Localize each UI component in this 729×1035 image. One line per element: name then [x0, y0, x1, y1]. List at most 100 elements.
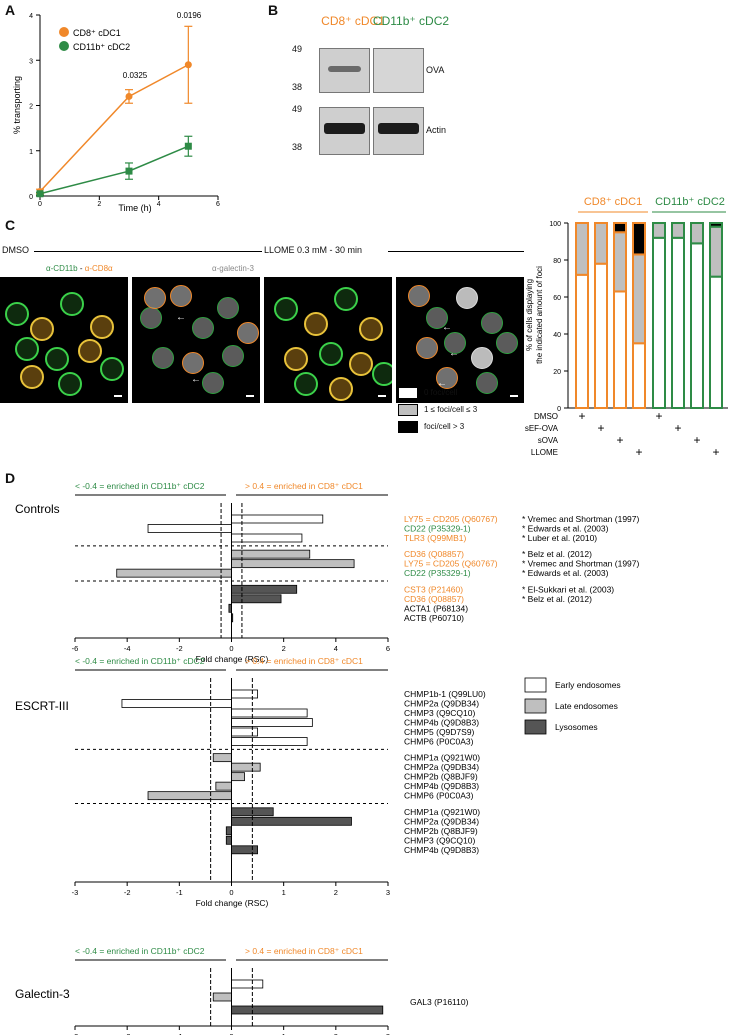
fold-change-bar [116, 568, 232, 578]
mw-49-top: 49 [292, 44, 303, 54]
reference-label: * Edwards et al. (2003) [522, 568, 609, 578]
arrow-icon: ← [449, 348, 459, 359]
condition-plus: + [597, 421, 604, 435]
x-tick-label: 1 [282, 1032, 286, 1035]
stacked-bar-segment [613, 222, 627, 234]
fold-change-bar [231, 549, 311, 559]
legend-swatch-early [524, 677, 547, 693]
chmp-label: CHMP6 (P0C0A3) [404, 737, 474, 747]
microscopy-image-4 [396, 277, 524, 403]
condition-label-3: LLOME [531, 448, 558, 457]
legend-zero-foci: 0 foci/cell [424, 388, 458, 397]
arrow-icon: ← [191, 374, 201, 385]
fold-change-bar [231, 762, 261, 772]
reference-label: * Vremec and Shortman (1997) [522, 514, 639, 524]
gal3-label: GAL3 (P16110) [410, 997, 469, 1007]
protein-label: CD36 (Q08857) [404, 594, 464, 604]
panel-label-d: D [5, 470, 16, 486]
panel-label-a: A [5, 2, 16, 18]
cell [78, 339, 102, 363]
fold-change-bar [231, 559, 355, 569]
fold-change-bar [231, 979, 264, 989]
a-ytick-label: 3 [29, 58, 33, 65]
fold-change-bar [231, 772, 245, 782]
x-tick-label: 6 [386, 644, 390, 653]
a-ytick-label: 0 [29, 194, 33, 201]
cell [170, 285, 192, 307]
chmp-label: CHMP1a (Q921W0) [404, 807, 480, 817]
cell [202, 372, 224, 394]
stacked-bar-segment [632, 253, 646, 345]
x-tick-label: -1 [176, 1032, 183, 1035]
actin-band-2 [378, 123, 419, 134]
legend-mid-foci: 1 ≤ foci/cell ≤ 3 [424, 405, 478, 414]
x-tick-label: 2 [282, 644, 286, 653]
cell [100, 357, 124, 381]
condition-plus: + [674, 421, 681, 435]
blot-col-cdc1: CD8⁺ cDC1 [321, 14, 385, 28]
chmp-label: CHMP2b (Q8BJF9) [404, 826, 478, 836]
legend-high-foci: foci/cell > 3 [424, 422, 465, 431]
cell [140, 307, 162, 329]
chmp-label: CHMP6 (P0C0A3) [404, 791, 474, 801]
chmp-label: CHMP2a (Q9DB34) [404, 762, 479, 772]
bar-ylabel-line2: the indicated amount of foci [535, 266, 544, 364]
chmp-label: CHMP2a (Q9DB34) [404, 816, 479, 826]
condition-plus: + [578, 409, 585, 423]
x-tick-label: 0 [229, 1032, 233, 1035]
protein-label: LY75 = CD205 (Q60767) [404, 514, 498, 524]
condition-label-1: sEF-OVA [525, 424, 559, 433]
stacked-bar-segment [632, 222, 646, 256]
c-ytick-label: 40 [553, 332, 561, 339]
cell [15, 337, 39, 361]
x-tick-label: 3 [386, 1032, 390, 1035]
cell [152, 347, 174, 369]
reference-label: * Vremec and Shortman (1997) [522, 559, 639, 569]
x-tick-label: 1 [282, 888, 286, 897]
protein-label: ACTA1 (P68134) [404, 603, 468, 613]
cell [444, 332, 466, 354]
x-tick-label: 0 [229, 888, 233, 897]
stacked-bar-segment [690, 242, 704, 409]
x-axis-label: Fold change (RSC) [196, 898, 269, 908]
cell [372, 362, 392, 386]
a-xtick-label: 0 [38, 201, 42, 208]
stacked-bar-segment [575, 273, 589, 409]
cell [471, 347, 493, 369]
dmso-label: DMSO [2, 245, 29, 255]
fold-change-bar [231, 514, 324, 524]
left-enrichment-label: < -0.4 = enriched in CD11b⁺ cDC2 [75, 481, 205, 491]
cell [20, 365, 44, 389]
condition-plus: + [616, 433, 623, 447]
scale-bar [510, 395, 518, 397]
fold-change-bar [231, 727, 258, 737]
microscopy-image-3 [264, 277, 392, 403]
cell [58, 372, 82, 396]
legend-cdc1-label: CD8⁺ cDC1 [73, 28, 121, 38]
panel-c-stacked-bar-chart: CD8⁺ cDC1 CD11b⁺ cDC2 % of cells display… [525, 196, 728, 459]
scale-bar [114, 395, 122, 397]
protein-label: LY75 = CD205 (Q60767) [404, 559, 498, 569]
a-xtick-label: 2 [97, 201, 101, 208]
stacked-bar-segment [613, 231, 627, 293]
cell [408, 285, 430, 307]
x-tick-label: -3 [72, 888, 79, 897]
legend-label-early: Early endosomes [555, 680, 621, 690]
blot-actin-cdc1 [319, 107, 370, 155]
right-enrichment-label: > 0.4 = enriched in CD8⁺ cDC1 [245, 481, 363, 491]
microscopy-image-1 [0, 277, 128, 403]
legend-swatch-late [524, 698, 547, 714]
stacked-bar-segment [671, 222, 685, 239]
cell [45, 347, 69, 371]
dmso-line [34, 251, 262, 252]
data-point-cdc1 [184, 61, 192, 69]
x-tick-label: -3 [72, 1032, 79, 1035]
microscopy-image-2 [132, 277, 260, 403]
left-enrichment-label: < -0.4 = enriched in CD11b⁺ cDC2 [75, 946, 205, 956]
data-point-cdc2 [184, 142, 192, 150]
cell [319, 342, 343, 366]
stacked-bar-segment [575, 222, 589, 276]
panel-d-fold-change-charts: < -0.4 = enriched in CD11b⁺ cDC2 > 0.4 = … [15, 481, 639, 1035]
condition-label-0: DMSO [534, 412, 558, 421]
arrow-icon: ← [437, 378, 447, 389]
